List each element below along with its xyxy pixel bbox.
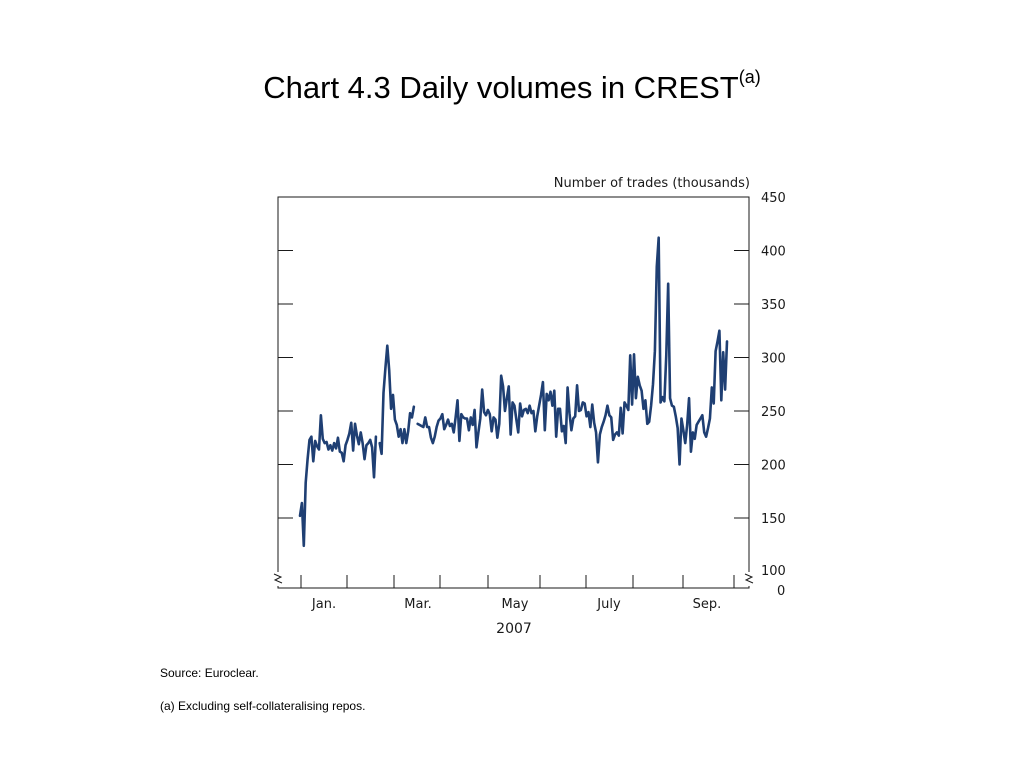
x-tick-label-2: May bbox=[502, 597, 529, 612]
plot-frame bbox=[277, 196, 750, 589]
chart-title: Chart 4.3 Daily volumes in CREST(a) bbox=[0, 66, 1024, 106]
y-tick-label-300: 300 bbox=[761, 352, 786, 367]
x-tick-label-0: Jan. bbox=[311, 597, 336, 612]
y-tick-label-350: 350 bbox=[761, 298, 786, 313]
chart-title-footnote-marker: (a) bbox=[738, 66, 761, 87]
source-note: Source: Euroclear. bbox=[160, 666, 259, 680]
line-chart: Number of trades (thousands) 150 200 250 30… bbox=[273, 176, 786, 637]
axis-break-mark-1 bbox=[744, 573, 754, 584]
x-tick-label-4: Sep. bbox=[693, 597, 722, 612]
y-tick-label-0: 0 bbox=[777, 584, 785, 599]
y-tick-label-400: 400 bbox=[761, 245, 786, 260]
x-axis-year-label: 2007 bbox=[496, 621, 532, 637]
y-tick-label-200: 200 bbox=[761, 459, 786, 474]
footnote-a: (a) Excluding self-collateralising repos… bbox=[160, 699, 366, 713]
y-axis-label: Number of trades (thousands) bbox=[554, 176, 750, 191]
axis-break-mark-0 bbox=[273, 573, 283, 584]
series-line bbox=[298, 236, 729, 548]
axis-breaks bbox=[273, 572, 754, 586]
y-tick-label-100: 100 bbox=[761, 564, 786, 579]
axis-ticks bbox=[278, 250, 749, 588]
x-tick-labels: Jan. Mar. May July Sep. bbox=[311, 597, 721, 612]
x-tick-label-3: July bbox=[596, 597, 621, 612]
y-tick-label-450: 450 bbox=[761, 191, 786, 206]
x-tick-label-1: Mar. bbox=[404, 597, 431, 612]
y-tick-labels: 150 200 250 300 350 400 450 100 0 bbox=[761, 191, 786, 599]
y-tick-label-250: 250 bbox=[761, 405, 786, 420]
y-tick-label-150: 150 bbox=[761, 512, 786, 527]
chart-title-text: Chart 4.3 Daily volumes in CREST bbox=[263, 70, 739, 105]
